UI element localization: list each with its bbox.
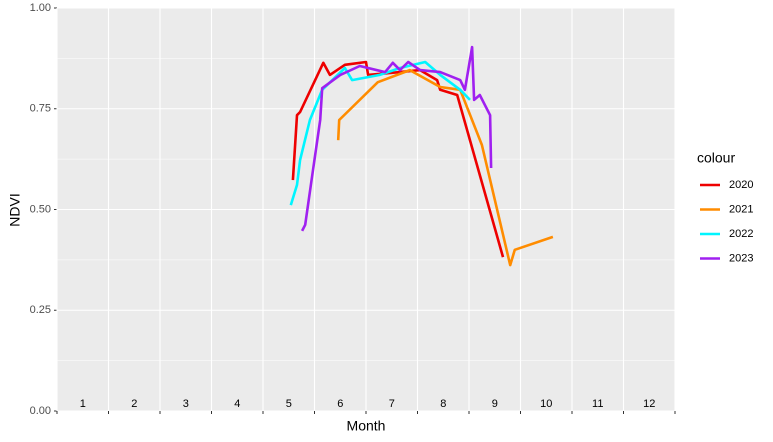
y-tick-label: 0.50	[30, 203, 51, 215]
y-tick-label: 0.25	[30, 304, 51, 316]
line	[300, 45, 493, 232]
month-label: 8	[440, 398, 446, 410]
month-label: 5	[286, 398, 292, 410]
month-label: 3	[183, 398, 189, 410]
legend-label: 2023	[729, 252, 753, 264]
month-label: 7	[389, 398, 395, 410]
y-tick-label: 1.00	[30, 2, 51, 14]
y-tick-label: 0.75	[30, 103, 51, 115]
month-label: 9	[492, 398, 498, 410]
month-label: 4	[234, 398, 240, 410]
x-axis-title: Month	[347, 418, 386, 434]
month-label: 12	[643, 398, 655, 410]
y-tick-label: 0.00	[30, 405, 51, 417]
y-axis-title: NDVI	[7, 193, 23, 226]
legend-label: 2020	[729, 179, 753, 191]
line	[336, 68, 554, 267]
month-label: 2	[131, 398, 137, 410]
line	[289, 60, 471, 206]
month-label: 11	[592, 398, 603, 410]
month-label: 10	[540, 398, 552, 410]
month-label: 1	[80, 398, 86, 410]
legend-label: 2021	[729, 203, 753, 215]
legend-label: 2022	[729, 228, 753, 240]
legend-title: colour	[697, 150, 735, 166]
month-label: 6	[337, 398, 343, 410]
